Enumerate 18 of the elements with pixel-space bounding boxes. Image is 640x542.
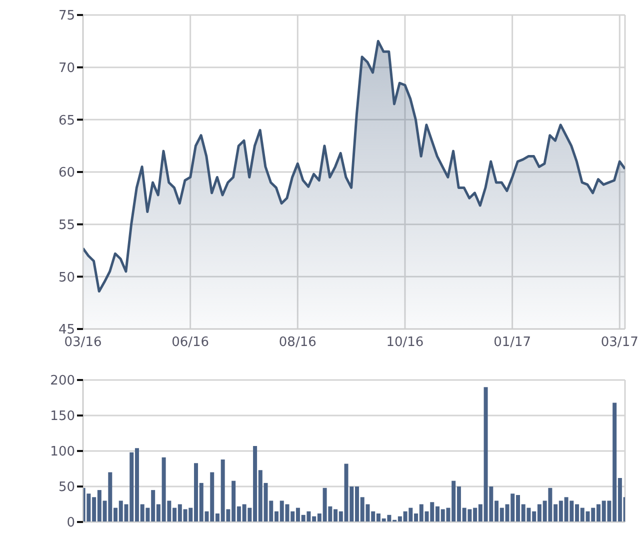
y-tick-label: 60	[58, 166, 75, 181]
y-tick-label: 200	[50, 374, 75, 389]
y-tick-label: 50	[58, 270, 75, 286]
y-tick-label: 70	[58, 60, 75, 76]
y-tick-label: 65	[58, 113, 75, 128]
y-tick-label: 55	[58, 218, 75, 233]
x-tick-label: 06/16	[172, 335, 210, 350]
x-tick-label: 08/16	[278, 335, 316, 350]
x-tick-label: 10/16	[386, 335, 424, 350]
y-tick-label: 0	[66, 516, 75, 531]
y-tick-label: 45	[58, 322, 75, 338]
y-tick-label: 100	[50, 444, 75, 460]
y-tick-label: 75	[58, 8, 75, 24]
x-tick-label: 03/16	[64, 335, 102, 350]
x-tick-label: 03/17	[600, 335, 638, 350]
y-tick-label: 50	[58, 480, 75, 496]
x-tick-label: 01/17	[494, 335, 532, 350]
y-tick-label: 150	[50, 409, 75, 424]
